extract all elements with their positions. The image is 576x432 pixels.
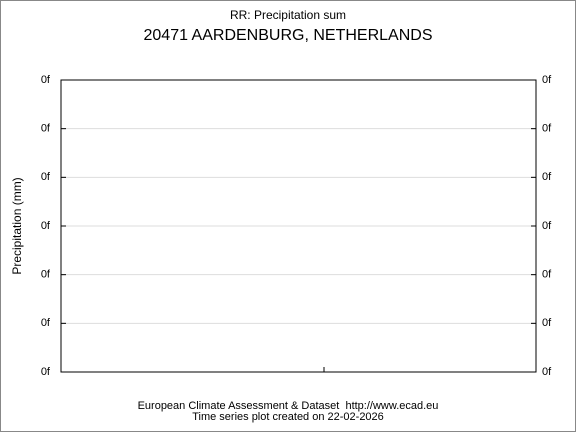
y-tick-label: 0f: [41, 123, 51, 135]
y-tick-label: 0f: [41, 220, 51, 232]
y-axis-label: Precipitation (mm): [10, 177, 24, 274]
y-tick-label: 0f: [41, 317, 51, 329]
y2-tick-label: 0f: [542, 366, 552, 378]
footer-created: Time series plot created on 22-02-2026: [192, 411, 384, 423]
y2-tick-label: 0f: [542, 74, 552, 86]
y-tick-label: 0f: [41, 269, 51, 281]
y-tick-label: 0f: [41, 366, 51, 378]
footer-source: European Climate Assessment & Dataset ht…: [138, 400, 439, 412]
chart-title: RR: Precipitation sum: [230, 8, 346, 22]
y2-tick-label: 0f: [542, 317, 552, 329]
y-tick-label: 0f: [41, 171, 51, 183]
y2-tick-label: 0f: [542, 123, 552, 135]
y-tick-label: 0f: [41, 74, 51, 86]
y2-tick-label: 0f: [542, 220, 552, 232]
y2-tick-label: 0f: [542, 269, 552, 281]
y2-tick-label: 0f: [542, 171, 552, 183]
chart-subtitle: 20471 AARDENBURG, NETHERLANDS: [144, 27, 433, 44]
grid: [61, 128, 536, 324]
